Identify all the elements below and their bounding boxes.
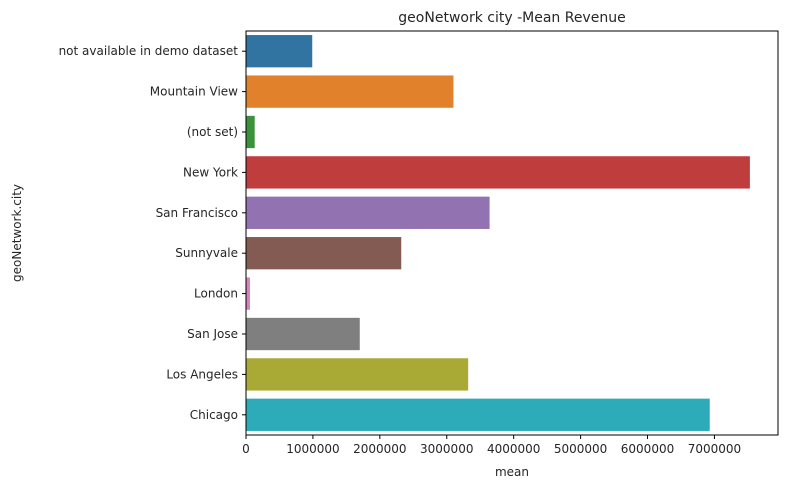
y-tick-label: Mountain View <box>150 85 238 99</box>
y-tick-label: San Jose <box>187 327 238 341</box>
y-tick-label: Chicago <box>190 408 238 422</box>
y-tick-label: London <box>194 287 238 301</box>
y-tick-label: Sunnyvale <box>175 246 238 260</box>
y-tick-label: not available in demo dataset <box>59 44 239 58</box>
y-tick-label: Los Angeles <box>166 367 238 381</box>
bar-8 <box>246 358 469 391</box>
chart-title: geoNetwork city -Mean Revenue <box>398 10 625 26</box>
x-tick-label: 0 <box>242 442 250 456</box>
y-tick-label: (not set) <box>187 125 238 139</box>
x-tick-label: 5000000 <box>554 442 607 456</box>
y-axis-title: geoNetwork.city <box>10 184 24 282</box>
x-axis-title: mean <box>495 465 529 479</box>
y-tick-label: New York <box>183 165 238 179</box>
x-tick-label: 4000000 <box>487 442 540 456</box>
bar-9 <box>246 398 710 431</box>
x-tick-label: 2000000 <box>353 442 406 456</box>
bar-6 <box>246 277 251 310</box>
x-tick-label: 7000000 <box>688 442 741 456</box>
y-ticks-group: not available in demo dataset Mountain Vi… <box>59 44 246 422</box>
bar-7 <box>246 317 360 351</box>
bars-group <box>246 35 750 431</box>
bar-2 <box>246 115 255 149</box>
x-tick-label: 6000000 <box>621 442 674 456</box>
bar-5 <box>246 237 402 270</box>
x-tick-label: 1000000 <box>286 442 339 456</box>
bar-1 <box>246 75 454 108</box>
plot-frame <box>245 30 779 436</box>
x-tick-label: 3000000 <box>420 442 473 456</box>
y-tick-label: San Francisco <box>156 206 238 220</box>
bar-3 <box>246 156 750 189</box>
bar-4 <box>246 196 490 229</box>
x-ticks-group: 0 1000000 2000000 3000000 4000000 5000000 6000… <box>242 435 741 456</box>
bar-0 <box>246 35 313 68</box>
